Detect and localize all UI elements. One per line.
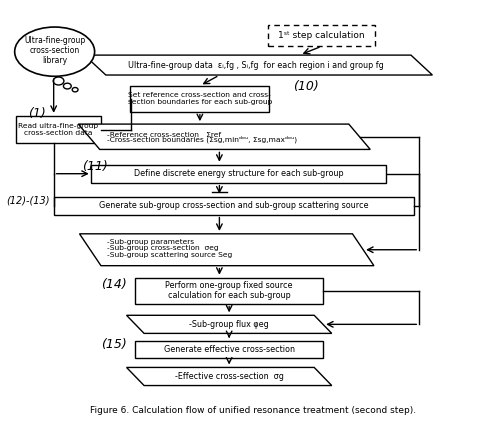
Text: Ultra-fine-group data  εᵢ,fg , Sᵢ,fg  for each region i and group fg: Ultra-fine-group data εᵢ,fg , Sᵢ,fg for … — [128, 61, 384, 70]
Ellipse shape — [14, 27, 94, 76]
Text: -Sub-group cross-section  σeg: -Sub-group cross-section σeg — [108, 245, 219, 251]
Text: Generate effective cross-section: Generate effective cross-section — [164, 345, 294, 354]
Text: -Sub-group flux φeg: -Sub-group flux φeg — [190, 320, 269, 329]
FancyBboxPatch shape — [16, 116, 101, 143]
Text: (11): (11) — [82, 160, 108, 173]
Text: (1): (1) — [28, 107, 46, 120]
FancyBboxPatch shape — [268, 24, 376, 46]
Text: Set reference cross-section and cross-
section boundaries for each sub-group: Set reference cross-section and cross- s… — [128, 92, 272, 105]
Text: Ultra-fine-group
cross-section
library: Ultra-fine-group cross-section library — [24, 36, 86, 65]
Circle shape — [72, 87, 78, 92]
Text: (15): (15) — [100, 338, 126, 352]
Text: Perform one-group fixed source
calculation for each sub-group: Perform one-group fixed source calculati… — [166, 281, 293, 300]
Polygon shape — [80, 234, 374, 266]
Text: Figure 6. Calculation flow of unified resonance treatment (second step).: Figure 6. Calculation flow of unified re… — [90, 406, 416, 415]
FancyBboxPatch shape — [54, 197, 414, 215]
Text: (12)-(13): (12)-(13) — [6, 196, 50, 206]
FancyBboxPatch shape — [136, 278, 323, 304]
Text: 1ˢᵗ step calculation: 1ˢᵗ step calculation — [278, 31, 365, 40]
Circle shape — [53, 77, 64, 85]
FancyBboxPatch shape — [92, 165, 387, 183]
Text: (10): (10) — [294, 80, 319, 93]
Text: -Sub-group scattering source Seg: -Sub-group scattering source Seg — [108, 252, 232, 258]
Polygon shape — [126, 368, 332, 386]
Text: -Cross-section boundaries (Σsg,minᵈᵒᵘ, Σsg,maxᵈᵒᵘ): -Cross-section boundaries (Σsg,minᵈᵒᵘ, Σ… — [108, 136, 298, 143]
Text: (14): (14) — [100, 278, 126, 291]
Polygon shape — [126, 315, 332, 333]
FancyBboxPatch shape — [136, 341, 323, 358]
Circle shape — [64, 83, 71, 89]
Text: Read ultra-fine-group
cross-section data: Read ultra-fine-group cross-section data — [18, 123, 98, 136]
Polygon shape — [78, 124, 370, 149]
Polygon shape — [84, 55, 432, 75]
FancyBboxPatch shape — [130, 86, 270, 112]
Text: -Sub-group parameters: -Sub-group parameters — [108, 239, 194, 245]
Text: -Effective cross-section  σg: -Effective cross-section σg — [174, 372, 284, 381]
Text: Generate sub-group cross-section and sub-group scattering source: Generate sub-group cross-section and sub… — [100, 201, 369, 210]
Text: Define discrete energy structure for each sub-group: Define discrete energy structure for eac… — [134, 169, 344, 178]
Text: -Reference cross-section   Σref: -Reference cross-section Σref — [108, 132, 222, 138]
